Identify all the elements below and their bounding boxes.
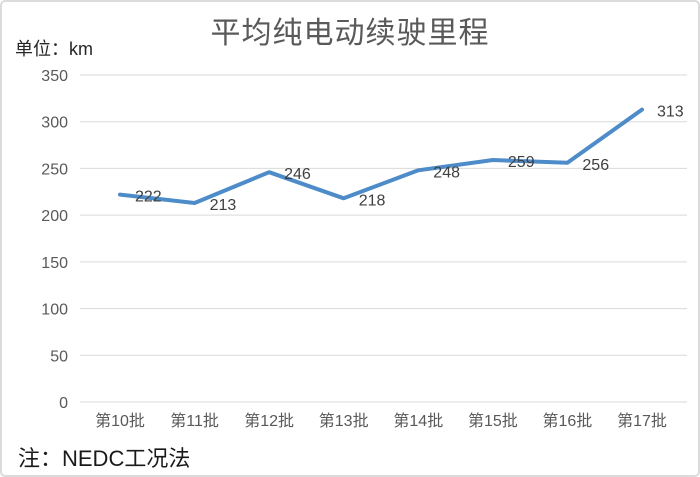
unit-label: 单位：km (15, 39, 93, 59)
data-point-label: 222 (135, 189, 162, 206)
y-axis-tick-label: 100 (41, 302, 68, 319)
y-axis-tick-label: 250 (41, 161, 68, 178)
x-axis-tick-label: 第11批 (170, 412, 219, 430)
x-axis-tick-label: 第16批 (542, 412, 592, 430)
y-axis-tick-label: 350 (41, 68, 68, 85)
data-point-label: 246 (284, 166, 311, 183)
y-axis-tick-label: 0 (59, 395, 68, 412)
x-axis-tick-label: 第14批 (393, 412, 443, 430)
data-point-label: 256 (582, 157, 609, 174)
y-axis-tick-label: 200 (41, 208, 68, 225)
x-axis-tick-label: 第17批 (617, 412, 667, 430)
y-axis-tick-label: 300 (41, 115, 68, 132)
data-point-label: 218 (359, 192, 386, 209)
x-axis-tick-label: 第13批 (319, 412, 369, 430)
data-point-label: 259 (508, 154, 535, 171)
y-axis-tick-label: 150 (41, 255, 68, 272)
footnote: 注：NEDC工况法 (18, 446, 191, 471)
data-point-label: 313 (657, 104, 684, 121)
series-line (118, 107, 644, 205)
chart-title: 平均纯电动续驶里程 (210, 17, 490, 50)
x-axis-tick-label: 第12批 (244, 412, 294, 430)
x-axis-tick-label: 第10批 (95, 412, 145, 430)
data-point-label: 213 (210, 197, 237, 214)
data-point-label: 248 (433, 164, 460, 181)
y-axis-tick-label: 50 (50, 348, 68, 365)
x-axis-tick-label: 第15批 (468, 412, 518, 430)
